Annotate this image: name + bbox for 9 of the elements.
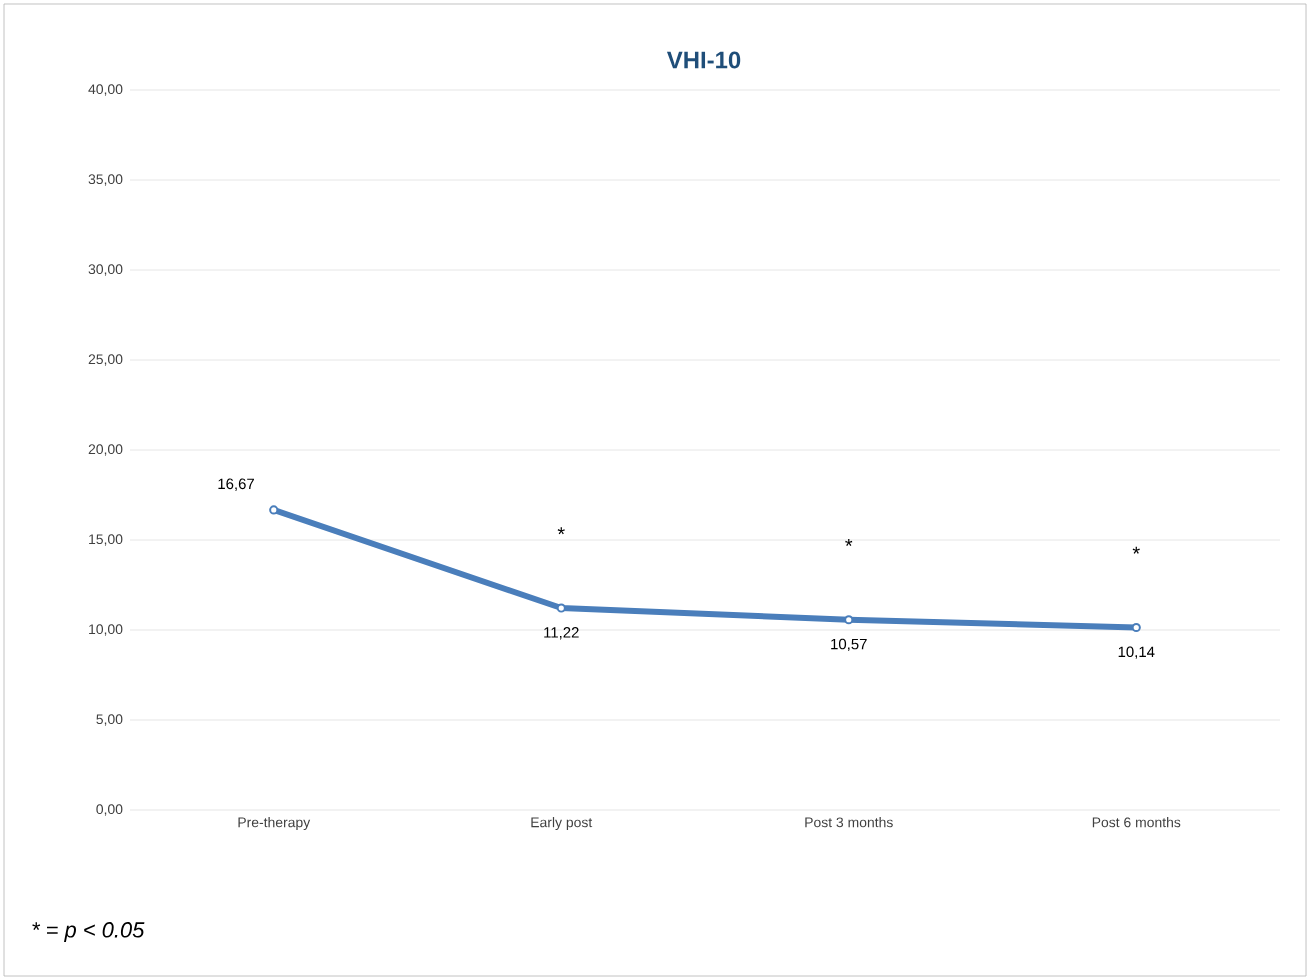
annotation: * — [845, 538, 853, 546]
point — [556, 603, 566, 613]
text: * = p < 0.05 — [32, 922, 145, 942]
chart-title: VHI-10 — [666, 51, 741, 69]
annotation: * — [1132, 546, 1140, 554]
annotation: * — [557, 527, 565, 535]
point — [269, 505, 279, 515]
point — [844, 615, 854, 625]
point — [1131, 622, 1141, 633]
